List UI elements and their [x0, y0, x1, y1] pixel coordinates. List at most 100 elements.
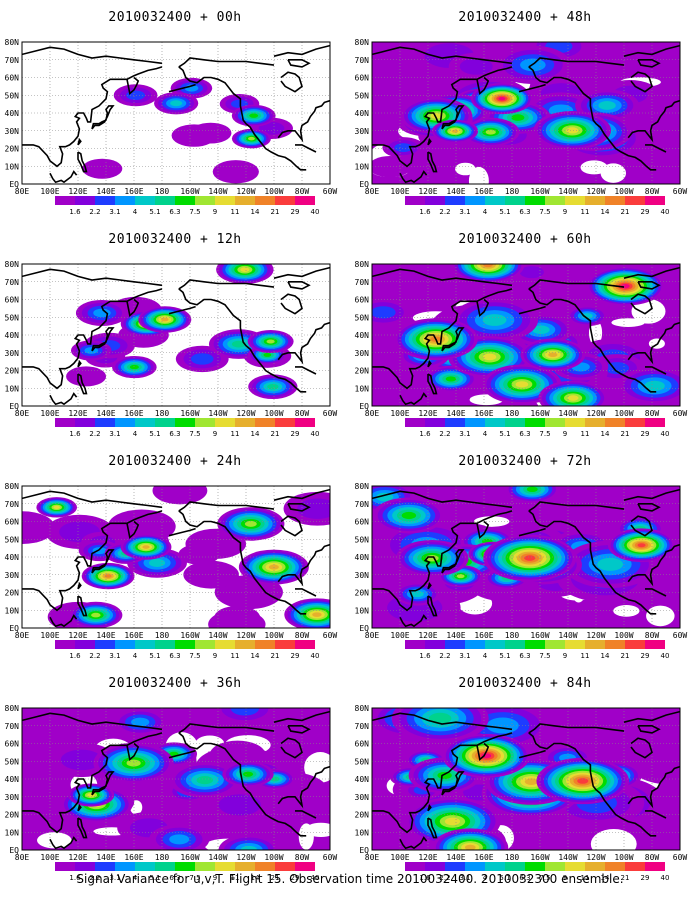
lon-tick-label: 80E	[365, 187, 380, 196]
coastline	[280, 293, 303, 315]
variance-contour	[93, 308, 111, 318]
legend-label: 11	[581, 208, 590, 216]
legend-swatch	[545, 196, 565, 205]
legend-label: 3.1	[109, 430, 120, 438]
coastline	[295, 366, 317, 375]
legend-label: 1.6	[69, 652, 81, 660]
variance-contour	[161, 317, 169, 322]
coastline	[77, 151, 88, 173]
legend-label: 1.6	[69, 430, 81, 438]
legend-swatch	[625, 862, 645, 871]
lat-tick-label: 10N	[5, 606, 20, 615]
variance-contour	[459, 58, 493, 75]
legend-swatch	[195, 862, 215, 871]
legend-label: 9	[213, 652, 217, 660]
low-variance-area	[304, 752, 330, 783]
coastline	[630, 71, 653, 93]
lon-tick-label: 120E	[418, 631, 437, 640]
lon-tick-label: 160E	[474, 187, 493, 196]
legend-swatch	[135, 862, 155, 871]
lon-tick-label: 120E	[418, 853, 437, 862]
lon-tick-label: 180	[155, 631, 170, 640]
variance-contour	[598, 101, 616, 110]
variance-contour	[532, 325, 550, 335]
legend-swatch	[195, 418, 215, 427]
variance-contour	[401, 511, 417, 520]
lon-tick-label: 60W	[323, 409, 338, 418]
coastline	[295, 810, 317, 819]
lon-tick-label: 60W	[323, 853, 338, 862]
legend-swatch	[445, 418, 465, 427]
lon-tick-label: 120E	[68, 631, 87, 640]
legend-swatch	[55, 196, 75, 205]
coastline	[277, 543, 330, 587]
lon-tick-label: 120W	[236, 631, 255, 640]
variance-contour	[214, 606, 261, 628]
coastline	[168, 305, 196, 315]
coastline	[441, 771, 465, 796]
variance-contour	[519, 266, 544, 279]
coastline	[22, 712, 163, 731]
legend-swatch	[585, 196, 605, 205]
lat-tick-label: 70N	[5, 278, 20, 287]
lat-tick-label: 50N	[355, 535, 370, 544]
legend-label: 40	[311, 652, 320, 660]
legend-swatch	[645, 196, 665, 205]
color-legend: 1.6 2.2 3.1 4 5.1 6.3 7.5 9 11 14 21 29 40	[405, 862, 669, 882]
map-frame	[371, 41, 681, 185]
coastline	[91, 105, 115, 130]
variance-contour	[231, 340, 246, 348]
variance-contour	[82, 158, 123, 179]
lon-tick-label: 100E	[40, 631, 59, 640]
legend-label: 2.2	[89, 652, 100, 660]
coastline	[427, 595, 438, 617]
lat-tick-label: 60N	[5, 74, 20, 83]
legend-label: 7.5	[189, 430, 200, 438]
map-frame	[21, 707, 331, 851]
legend-swatch	[565, 418, 585, 427]
legend-swatch	[175, 418, 195, 427]
lon-tick-label: 120E	[68, 853, 87, 862]
variance-contour	[91, 612, 101, 618]
map-panel-p48: 2010032400 + 48h EQ 10N 20N 30N 40N 50N 60N 70N 8…	[350, 0, 700, 225]
lat-tick-label: 50N	[355, 91, 370, 100]
variance-contour	[451, 129, 459, 133]
legend-swatch	[565, 640, 585, 649]
map-panel-p12: 2010032400 + 12h EQ 10N 20N 30N 40N 50N 60N 70N 8…	[0, 222, 350, 447]
legend-label: 5.1	[149, 430, 160, 438]
coastline	[91, 771, 115, 796]
lon-tick-label: 100E	[390, 409, 409, 418]
legend-label: 7.5	[539, 208, 550, 216]
color-legend: 1.6 2.2 3.1 4 5.1 6.3 7.5 9 11 14 21 29 40	[405, 640, 669, 660]
legend-swatch	[235, 418, 255, 427]
panel-title: 2010032400 + 12h	[108, 232, 242, 247]
lon-tick-label: 80W	[645, 187, 660, 196]
lat-tick-label: 30N	[5, 571, 20, 580]
coastline	[168, 749, 196, 759]
variance-contour	[230, 708, 259, 716]
variance-contour	[178, 543, 220, 565]
legend-label: 2.2	[89, 430, 100, 438]
lon-tick-label: 140E	[446, 853, 465, 862]
legend-label: 5.1	[149, 874, 160, 882]
legend-label: 14	[251, 208, 260, 216]
coastline	[49, 614, 78, 628]
lon-tick-label: 100W	[614, 409, 633, 418]
variance-contour	[524, 555, 536, 561]
legend-swatch	[135, 640, 155, 649]
legend-swatch	[545, 418, 565, 427]
lon-tick-label: 140E	[96, 631, 115, 640]
coastline	[637, 502, 661, 512]
coastline	[372, 268, 513, 287]
coastline	[399, 836, 428, 850]
variance-contour	[126, 759, 141, 767]
legend-label: 1.6	[419, 208, 431, 216]
coastline	[645, 810, 667, 819]
lon-tick-label: 160W	[530, 631, 549, 640]
legend-swatch	[275, 862, 295, 871]
legend-label: 29	[291, 652, 300, 660]
legend-label: 14	[251, 430, 260, 438]
coastline	[627, 543, 680, 587]
map-panel-p24: 2010032400 + 24h EQ 10N 20N 30N 40N 50N 60N 70N 8…	[0, 444, 350, 669]
coastline	[637, 724, 661, 734]
